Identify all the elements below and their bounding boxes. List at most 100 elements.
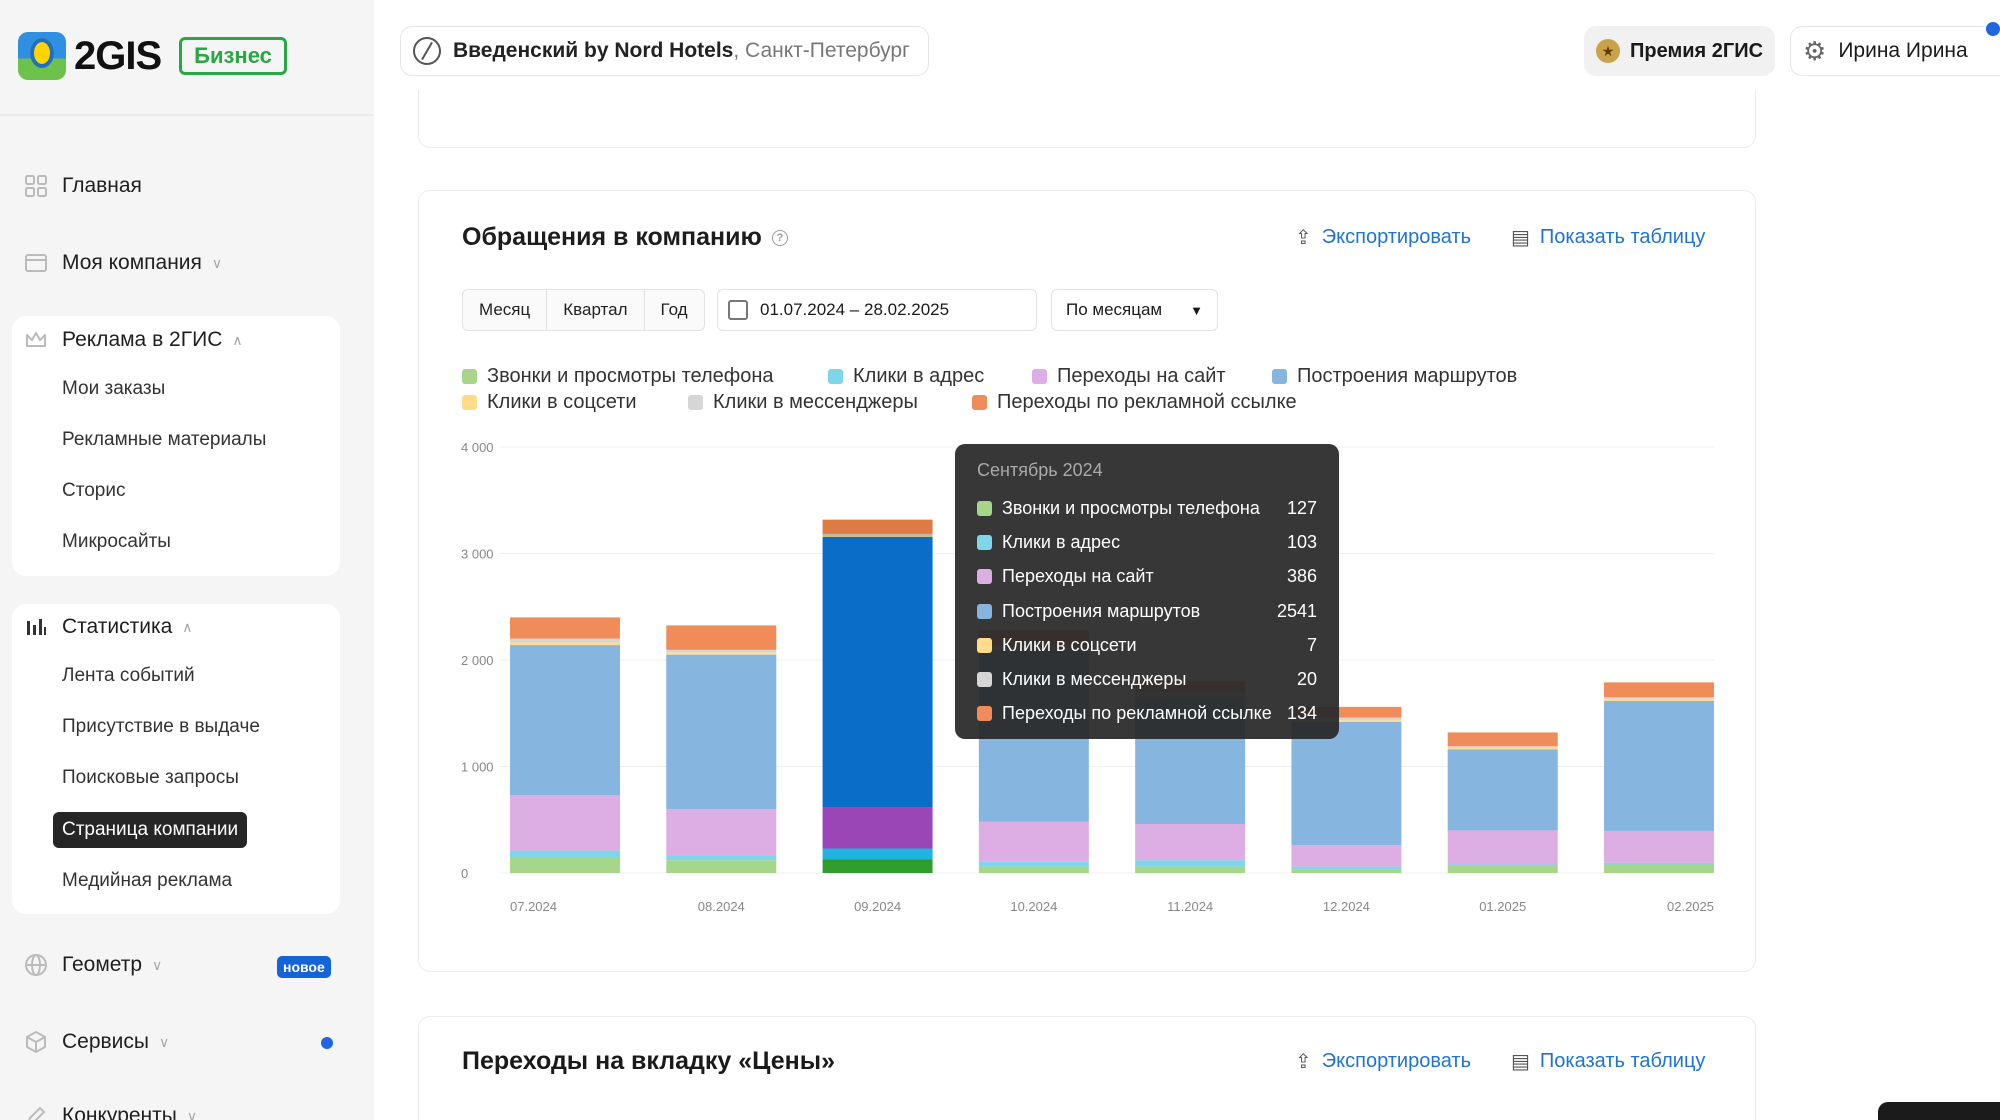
legend-item[interactable]: Клики в адрес <box>828 365 984 388</box>
bar-segment[interactable] <box>666 649 777 653</box>
bar-segment[interactable] <box>1291 845 1402 867</box>
tooltip-row: Звонки и просмотры телефона 127 <box>977 491 1317 525</box>
bar-segment[interactable] <box>1447 732 1558 747</box>
bar-segment[interactable] <box>1291 717 1402 721</box>
bar-segment[interactable] <box>510 857 620 873</box>
tooltip-label: Построения маршрутов <box>1002 600 1201 621</box>
chat-widget[interactable] <box>1878 1102 2000 1120</box>
legend-item[interactable]: Переходы по рекламной ссылке <box>972 391 1297 414</box>
sidebar-item-competitors[interactable]: Конкуренты ∨ <box>24 1104 197 1120</box>
bar-segment[interactable] <box>822 859 933 873</box>
previous-card <box>418 90 1756 148</box>
bar-segment[interactable] <box>822 848 933 860</box>
period-month[interactable]: Месяц <box>463 290 548 330</box>
bar-segment[interactable] <box>666 654 777 810</box>
legend-item[interactable]: Клики в мессенджеры <box>688 391 918 414</box>
bar-segment[interactable] <box>1604 682 1714 698</box>
bar-segment[interactable] <box>1135 860 1246 867</box>
sidebar-subitem-company-page[interactable]: Страница компании <box>53 812 248 848</box>
bar-segment[interactable] <box>1604 697 1714 700</box>
bar-segment[interactable] <box>1604 862 1714 865</box>
premium-button[interactable]: ★ Премия 2ГИС <box>1584 26 1776 76</box>
period-year[interactable]: Год <box>660 300 688 319</box>
legend-swatch <box>688 395 703 410</box>
bar-segment[interactable] <box>1447 830 1558 865</box>
grouping-value: По месяцам <box>1066 300 1163 319</box>
sidebar-subitem-search-queries[interactable]: Поисковые запросы <box>62 767 239 788</box>
show-table-button[interactable]: ▤ Показать таблицу <box>1511 1049 1705 1074</box>
tooltip-value: 127 <box>1286 497 1317 518</box>
bar-segment[interactable] <box>1291 721 1402 846</box>
folder-icon <box>24 251 48 275</box>
date-range-picker[interactable]: 01.07.2024 – 28.02.2025 <box>717 289 1037 331</box>
tooltip-label: Клики в адрес <box>1002 531 1121 552</box>
bar-segment[interactable] <box>1291 706 1402 718</box>
bar-segment[interactable] <box>822 536 933 537</box>
sidebar-subitem-stories[interactable]: Сторис <box>62 480 126 501</box>
bar-segment[interactable] <box>510 850 620 858</box>
bar-segment[interactable] <box>822 519 933 534</box>
user-menu[interactable]: ⚙ Ирина Ирина <box>1790 26 2000 76</box>
sidebar-subitem-ad-materials[interactable]: Рекламные материалы <box>62 429 267 450</box>
bar-segment[interactable] <box>510 642 620 646</box>
bar-segment[interactable] <box>666 860 777 873</box>
legend-item[interactable]: Звонки и просмотры телефона <box>462 365 774 388</box>
bar-segment[interactable] <box>1447 864 1558 866</box>
company-selector[interactable]: Введенский by Nord Hotels, Санкт-Петербу… <box>400 26 929 76</box>
sidebar-subitem-orders[interactable]: Мои заказы <box>62 378 166 399</box>
bar-segment[interactable] <box>1604 830 1714 863</box>
bar-segment[interactable] <box>510 795 620 851</box>
help-icon[interactable]: ? <box>771 229 788 246</box>
bar-segment[interactable] <box>1291 866 1402 870</box>
sidebar-item-company[interactable]: Моя компания ∨ <box>24 251 222 275</box>
sidebar-subitem-microsites[interactable]: Микросайты <box>62 531 171 552</box>
sidebar-subitem-media-ads[interactable]: Медийная реклама <box>62 870 233 891</box>
bar-segment[interactable] <box>1604 699 1714 702</box>
x-tick-label: 11.2024 <box>1167 899 1213 914</box>
bar-segment[interactable] <box>1135 824 1246 861</box>
bar-segment[interactable] <box>1447 747 1558 750</box>
bar-segment[interactable] <box>1291 720 1402 722</box>
bar-segment[interactable] <box>510 645 620 796</box>
export-button[interactable]: ⇪ Экспортировать <box>1295 225 1471 250</box>
bar-segment[interactable] <box>1604 701 1714 831</box>
bar-segment[interactable] <box>978 866 1089 873</box>
grouping-select[interactable]: По месяцам ▼ <box>1051 289 1218 331</box>
bar-segment[interactable] <box>666 809 777 856</box>
sidebar-item-stats[interactable]: Статистика ∧ <box>24 615 193 639</box>
bar-segment[interactable] <box>822 533 933 537</box>
notification-dot <box>1986 22 2000 36</box>
chart-tooltip: Сентябрь 2024 Звонки и просмотры телефон… <box>955 444 1339 739</box>
legend-item[interactable]: Построения маршрутов <box>1272 365 1517 388</box>
legend-item[interactable]: Переходы на сайт <box>1032 365 1226 388</box>
bar-segment[interactable] <box>1291 869 1402 873</box>
bar-segment[interactable] <box>666 652 777 655</box>
sidebar-item-geometer[interactable]: Геометр ∨ <box>24 953 162 977</box>
sidebar-item-ads[interactable]: Реклама в 2ГИС ∧ <box>24 328 243 352</box>
bar-segment[interactable] <box>1604 864 1714 873</box>
sidebar-subitem-events[interactable]: Лента событий <box>62 665 195 686</box>
bar-segment[interactable] <box>1135 866 1246 873</box>
show-table-button[interactable]: ▤ Показать таблицу <box>1511 225 1705 250</box>
bar-segment[interactable] <box>978 861 1089 867</box>
legend-item[interactable]: Клики в соцсети <box>462 391 637 414</box>
logo[interactable]: 2GIS Бизнес <box>18 32 287 80</box>
bar-segment[interactable] <box>666 855 777 861</box>
tooltip-row: Переходы на сайт 386 <box>977 560 1317 594</box>
bar-segment[interactable] <box>978 821 1089 862</box>
bar-segment[interactable] <box>822 807 933 849</box>
sidebar-item-services[interactable]: Сервисы ∨ <box>24 1030 169 1054</box>
tooltip-swatch <box>977 534 992 550</box>
sidebar-item-home[interactable]: Главная <box>24 174 142 198</box>
bar-segment[interactable] <box>1447 749 1558 831</box>
bar-segment[interactable] <box>510 617 620 639</box>
bar-segment[interactable] <box>1447 746 1558 748</box>
bar-segment[interactable] <box>666 625 777 650</box>
export-button[interactable]: ⇪ Экспортировать <box>1295 1049 1471 1074</box>
bar-segment[interactable] <box>822 536 933 808</box>
sidebar-subitem-presence[interactable]: Присутствие в выдаче <box>62 716 260 737</box>
chevron-up-icon: ∧ <box>182 618 193 635</box>
period-quarter[interactable]: Квартал <box>547 290 645 330</box>
bar-segment[interactable] <box>510 638 620 643</box>
bar-segment[interactable] <box>1447 865 1558 873</box>
